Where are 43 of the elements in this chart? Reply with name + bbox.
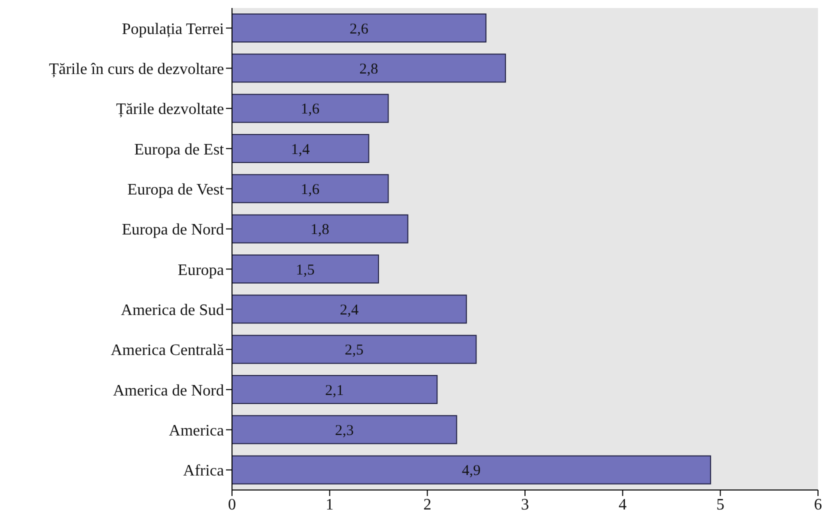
y-tick-label: Europa de Nord (122, 222, 224, 239)
x-tick-label: 1 (326, 496, 334, 514)
x-tick-label: 6 (814, 496, 822, 514)
x-tick-label: 3 (521, 496, 529, 514)
data-label: 1,6 (300, 182, 320, 198)
bar (232, 375, 438, 404)
y-tick-label: Europa de Est (134, 141, 225, 158)
x-tick-label: 0 (228, 496, 236, 514)
y-tick-label: America de Nord (112, 382, 224, 400)
data-label: 1,5 (296, 262, 315, 278)
bar (232, 54, 506, 83)
bar (232, 14, 486, 42)
data-label: 1,8 (310, 222, 330, 238)
y-tick-label: Țările în curs de dezvoltare (48, 60, 224, 78)
data-label: 2,3 (334, 422, 354, 439)
y-tick-label: Populația Terrei (122, 20, 225, 38)
y-tick-label: America (168, 422, 224, 440)
x-tick-label: 2 (423, 496, 432, 514)
bar (232, 174, 389, 204)
bar (232, 415, 458, 444)
bar (232, 455, 712, 484)
bar (232, 334, 477, 364)
y-tick-label: Țările dezvoltate (116, 101, 224, 118)
bar (232, 294, 467, 324)
bar (232, 214, 408, 244)
data-label: 2,4 (340, 302, 360, 318)
y-tick-label: Europa de Vest (127, 181, 225, 198)
data-label: 2,6 (350, 21, 369, 38)
x-tick-label: 4 (618, 496, 627, 514)
data-label: 2,8 (359, 61, 378, 78)
bar (232, 254, 379, 284)
data-label: 4,9 (462, 463, 481, 480)
y-tick-label: Europa (178, 262, 224, 279)
y-tick-label: America de Sud (120, 302, 224, 319)
x-tick-label: 5 (716, 496, 724, 514)
data-label: 1,4 (290, 142, 310, 158)
data-label: 1,6 (300, 102, 320, 118)
bar (232, 94, 389, 123)
y-tick-label: Africa (183, 462, 224, 480)
data-label: 2,1 (325, 382, 344, 399)
y-tick-label: America Centrală (110, 342, 224, 360)
bar (232, 134, 370, 163)
data-label: 2,5 (344, 342, 364, 359)
